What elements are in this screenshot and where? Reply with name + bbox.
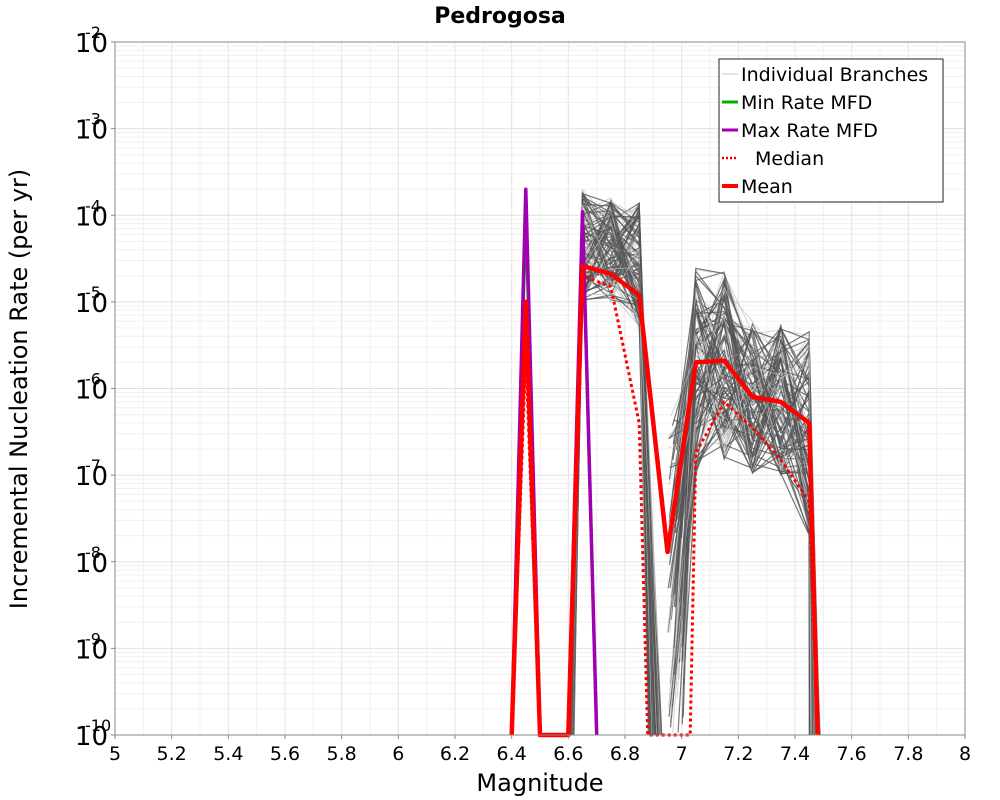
y-tick-exponent: -5 — [85, 283, 101, 302]
x-axis-label: Magnitude — [476, 769, 603, 797]
y-tick-label: 10 — [75, 376, 108, 406]
x-tick-label: 7.2 — [723, 743, 753, 765]
x-tick-label: 6.4 — [497, 743, 527, 765]
x-tick-label: 6.6 — [553, 743, 583, 765]
x-tick-label: 5.2 — [157, 743, 187, 765]
x-tick-label: 7.6 — [837, 743, 867, 765]
y-tick-label: 10 — [75, 202, 108, 232]
y-tick-label: 10 — [75, 635, 108, 665]
legend-label: Min Rate MFD — [741, 92, 872, 114]
y-tick-label: 10 — [75, 722, 108, 752]
x-tick-label: 8 — [959, 743, 971, 765]
y-tick-exponent: -9 — [85, 629, 101, 648]
y-tick-label: 10 — [75, 289, 108, 319]
x-tick-label: 5.8 — [327, 743, 357, 765]
y-tick-exponent: -10 — [85, 716, 111, 735]
x-tick-label: 7 — [676, 743, 688, 765]
x-tick-label: 5 — [109, 743, 121, 765]
y-tick-label: 10 — [75, 116, 108, 146]
y-tick-exponent: -3 — [85, 110, 101, 129]
legend-label: Max Rate MFD — [741, 120, 878, 142]
x-tick-label: 7.8 — [893, 743, 923, 765]
y-tick-exponent: -4 — [85, 196, 101, 215]
legend-box — [718, 58, 944, 203]
axis-ticks: 5 5.2 5.4 5.6 5.8 6 6.2 6.4 6.6 6.8 7 7.2 7.4 7.6 7.8 8… — [75, 23, 971, 765]
branch-line — [676, 334, 812, 736]
x-tick-label: 6.2 — [440, 743, 470, 765]
x-tick-label: 6.8 — [610, 743, 640, 765]
branch-line — [679, 312, 815, 736]
y-tick-exponent: -7 — [85, 456, 101, 475]
y-tick-label: 10 — [75, 29, 108, 59]
x-tick-label: 5.4 — [213, 743, 243, 765]
y-tick-label: 10 — [75, 549, 108, 579]
x-tick-label: 7.4 — [780, 743, 810, 765]
y-tick-label: 10 — [75, 462, 108, 492]
branch-line — [675, 296, 813, 736]
y-tick-exponent: -8 — [85, 543, 101, 562]
y-axis-label: Incremental Nucleation Rate (per yr) — [5, 169, 33, 609]
y-tick-exponent: -6 — [85, 370, 101, 389]
legend-label: Mean — [741, 176, 793, 198]
y-tick-exponent: -2 — [85, 23, 101, 42]
legend: Individual Branches Min Rate MFD Max Rate … — [718, 58, 944, 203]
legend-label: Median — [755, 148, 824, 170]
chart-title: Pedrogosa — [434, 4, 566, 29]
legend-label: Individual Branches — [741, 64, 928, 86]
x-tick-label: 6 — [392, 743, 404, 765]
x-tick-label: 5.6 — [270, 743, 300, 765]
